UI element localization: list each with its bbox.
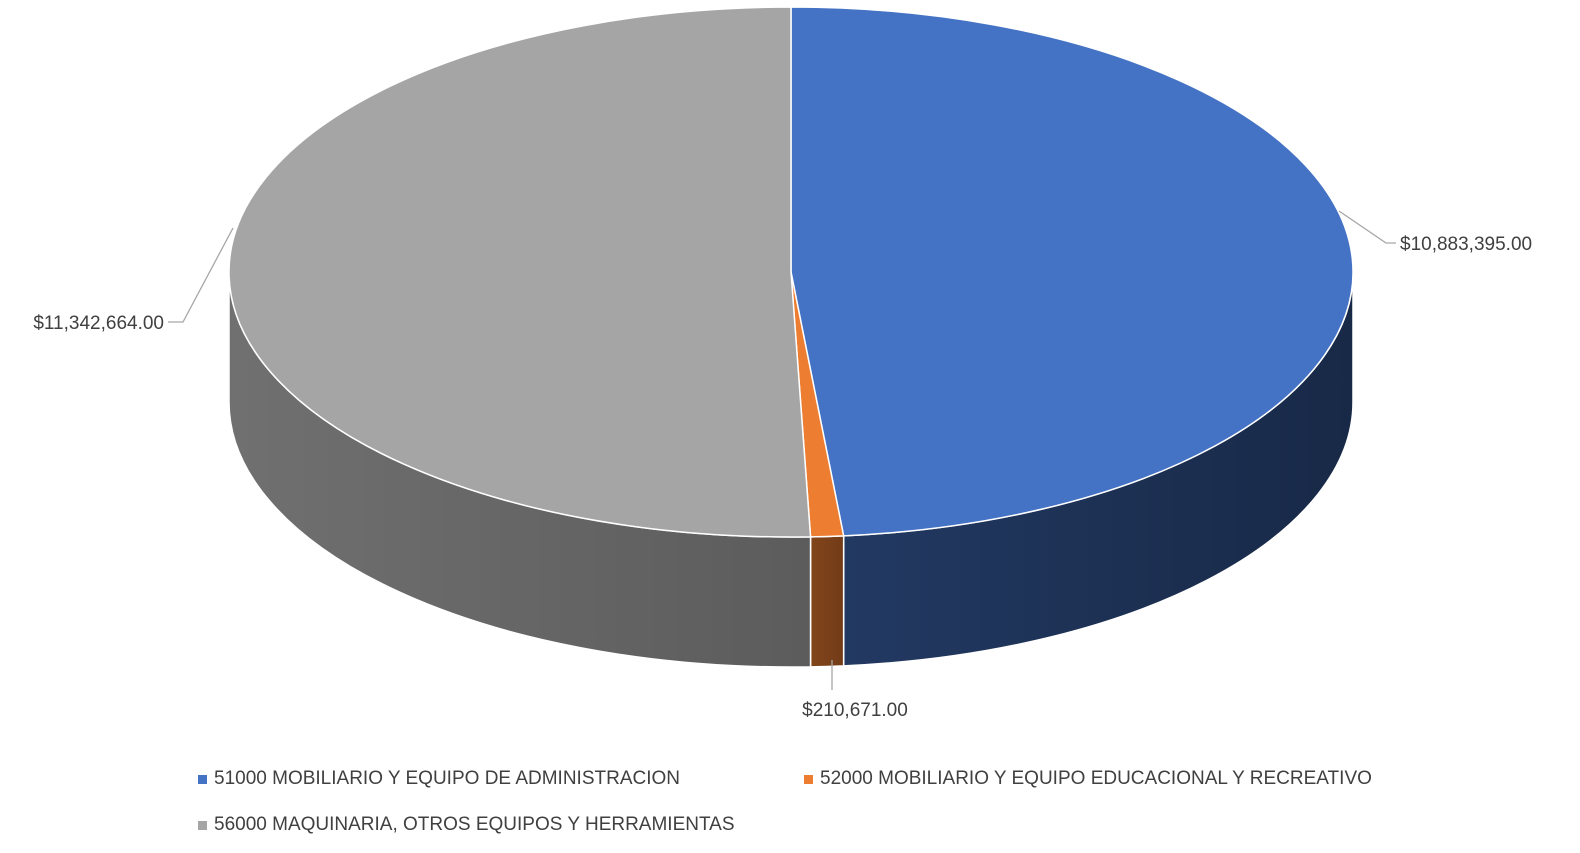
legend-item-51000: 51000 MOBILIARIO Y EQUIPO DE ADMINISTRAC… [198, 768, 680, 790]
pie-side-52000 [809, 535, 845, 668]
data-labels: $10,883,395.00 $210,671.00 $11,342,664.00 [33, 210, 1532, 721]
legend-item-52000: 52000 MOBILIARIO Y EQUIPO EDUCACIONAL Y … [804, 768, 1372, 790]
legend-label-52000: 52000 MOBILIARIO Y EQUIPO EDUCACIONAL Y … [820, 768, 1372, 789]
legend-item-56000: 56000 MAQUINARIA, OTROS EQUIPOS Y HERRAM… [198, 814, 735, 836]
pie-slice-56000 [228, 6, 812, 538]
data-label-56000: $11,342,664.00 [33, 313, 164, 334]
data-label-51000: $10,883,395.00 [1400, 234, 1532, 255]
legend-swatch-51000 [198, 774, 207, 784]
legend-label-56000: 56000 MAQUINARIA, OTROS EQUIPOS Y HERRAM… [214, 814, 735, 835]
data-label-52000: $210,671.00 [802, 700, 908, 721]
legend-label-51000: 51000 MOBILIARIO Y EQUIPO DE ADMINISTRAC… [214, 768, 680, 789]
leader-line-56000 [168, 227, 234, 323]
legend-swatch-52000 [804, 774, 813, 784]
legend: 51000 MOBILIARIO Y EQUIPO DE ADMINISTRAC… [0, 768, 1580, 848]
pie-slice-51000 [790, 6, 1354, 537]
legend-swatch-56000 [198, 820, 207, 830]
pie-top-faces [228, 6, 1354, 538]
leader-line-51000 [1338, 210, 1396, 244]
